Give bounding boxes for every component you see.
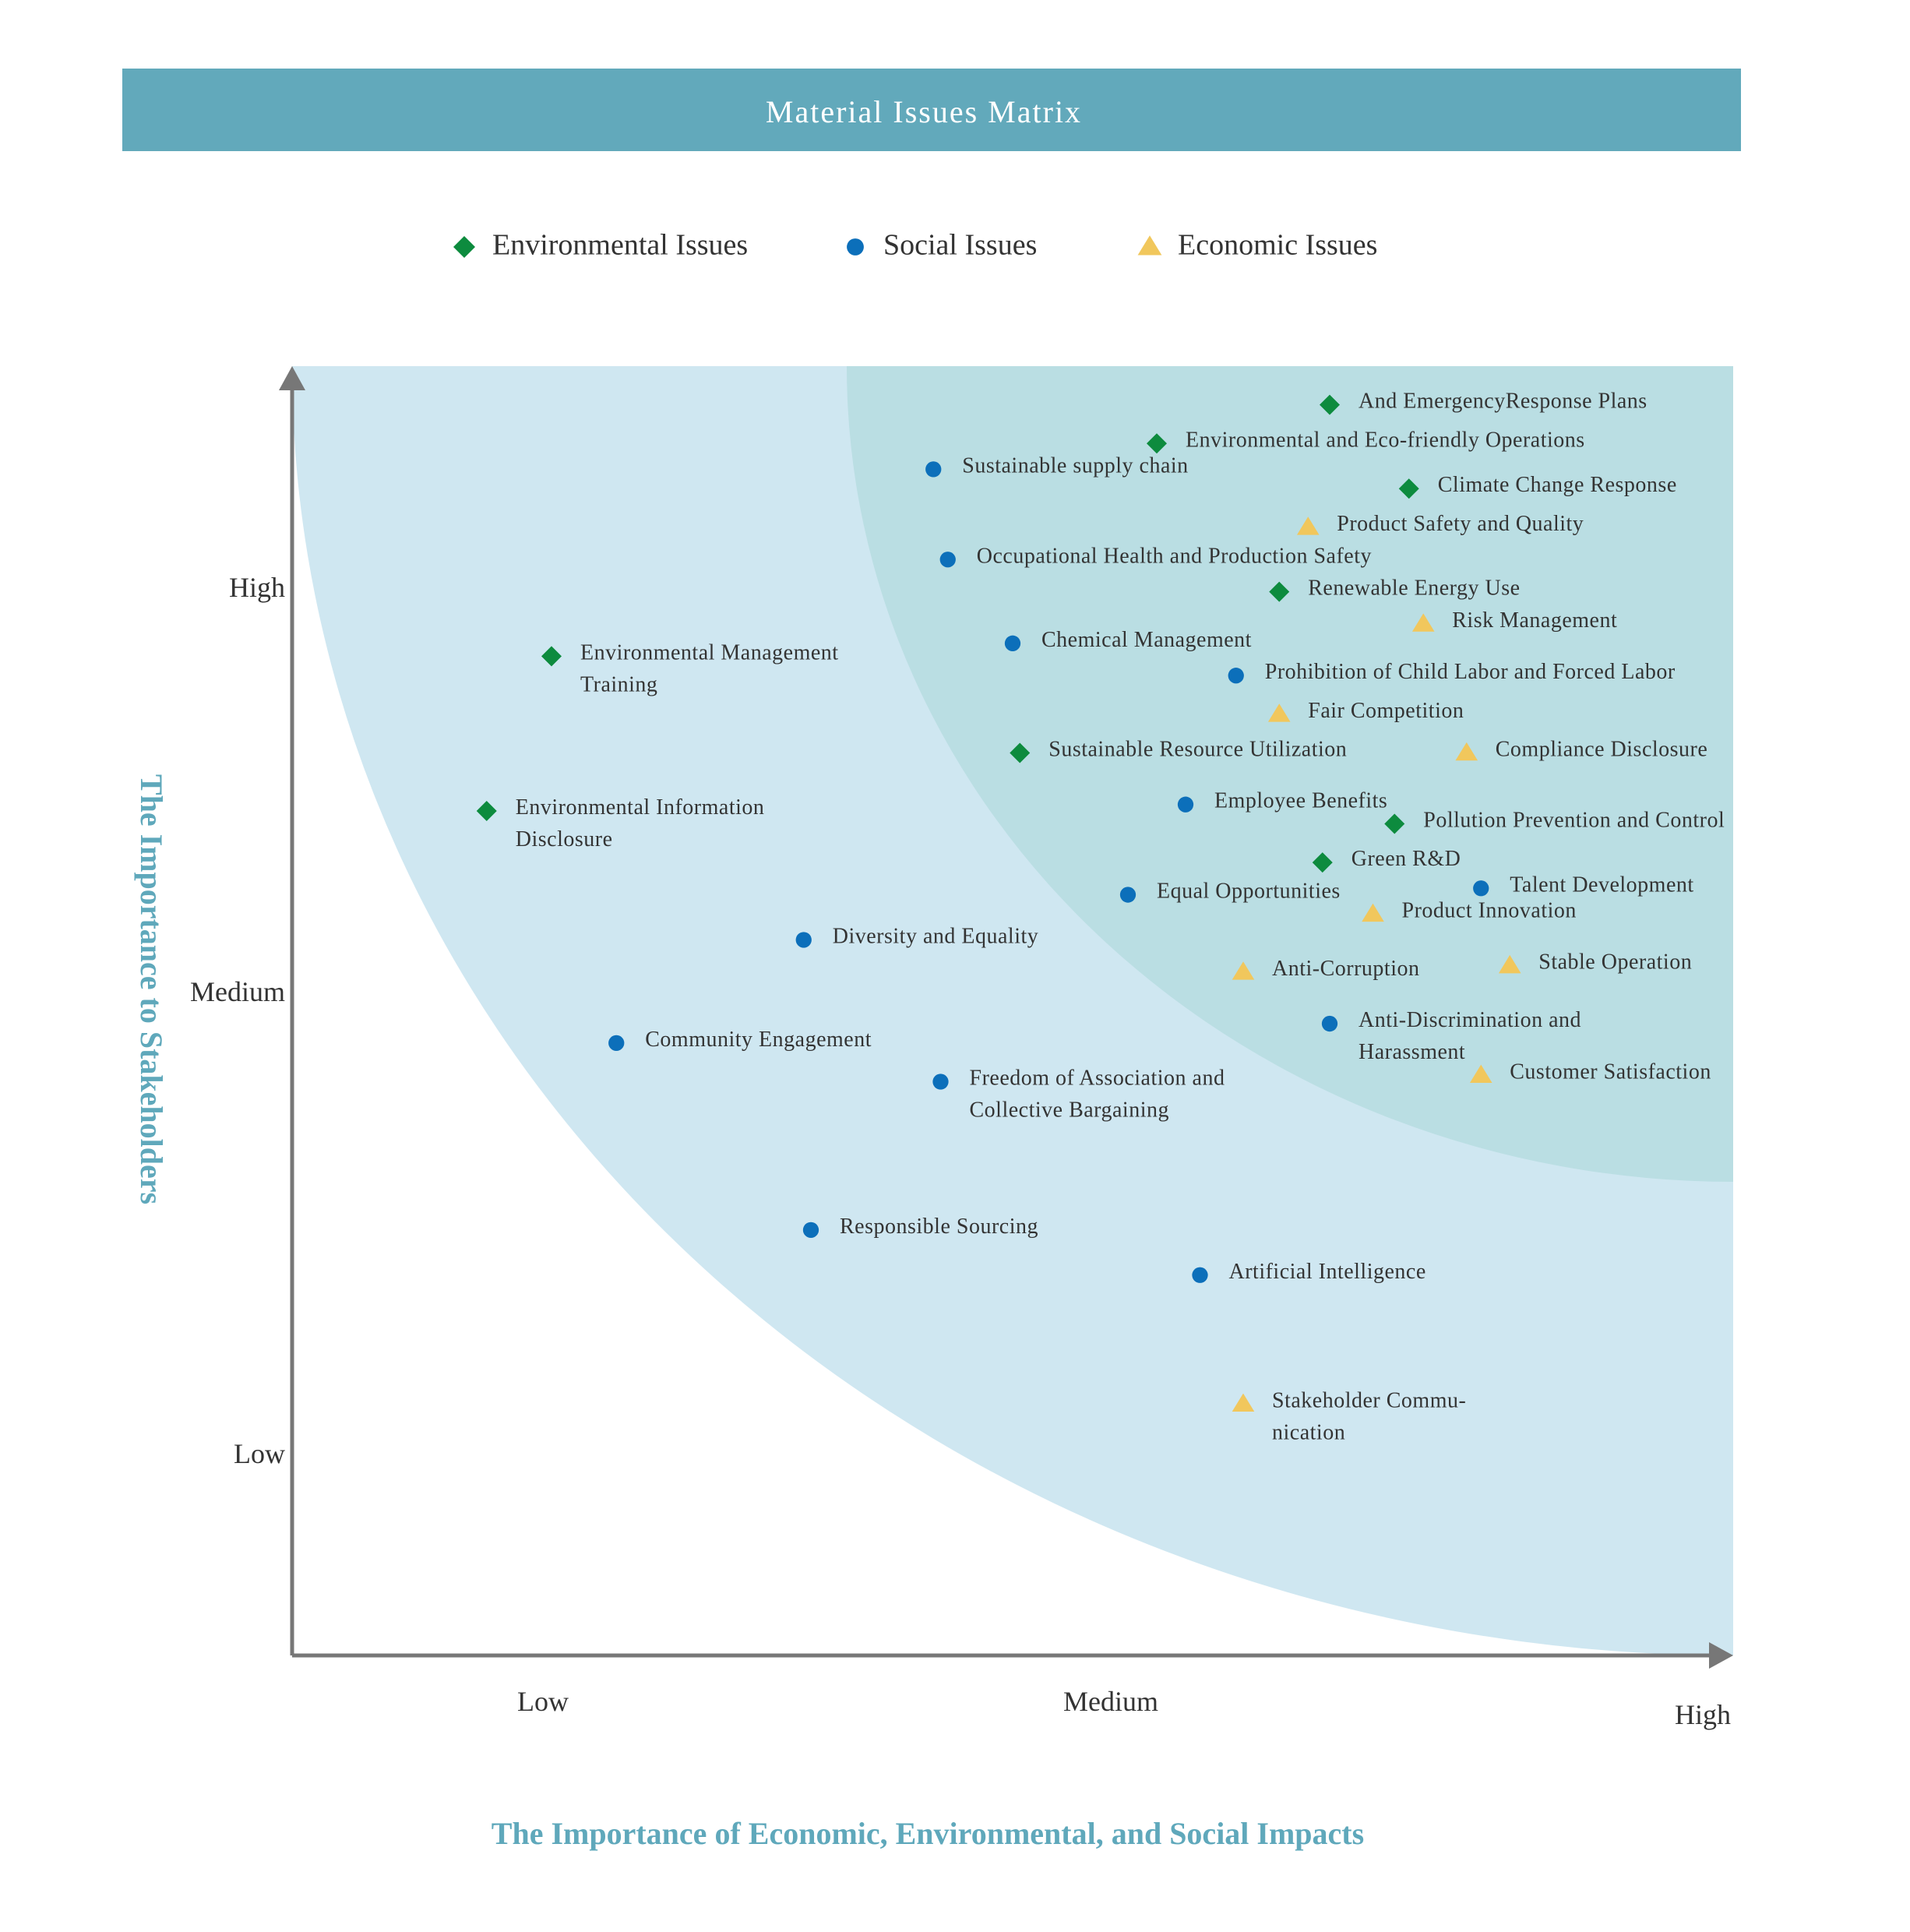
- point-label: Pollution Prevention and Control: [1423, 809, 1725, 833]
- data-point-circle: [802, 1222, 819, 1238]
- data-point-diamond: [1320, 394, 1340, 415]
- point-label: Prohibition of Child Labor and Forced La…: [1265, 660, 1676, 684]
- point-label: Equal Opportunities: [1157, 880, 1341, 904]
- point-label: Sustainable supply chain: [962, 453, 1188, 478]
- point-label: Product Innovation: [1402, 898, 1577, 922]
- data-point-circle: [1192, 1267, 1208, 1283]
- legend-marker-diamond: [453, 236, 475, 258]
- point-label: Renewable Energy Use: [1308, 576, 1520, 601]
- y-axis-title: The Importance to Stakeholders: [134, 774, 169, 1204]
- data-point-triangle: [1232, 961, 1255, 980]
- data-point-diamond: [1398, 478, 1419, 499]
- point-label: Talent Development: [1510, 873, 1693, 897]
- legend-label: Social Issues: [883, 229, 1037, 262]
- data-point-triangle: [1455, 742, 1478, 761]
- data-point-circle: [1321, 1015, 1338, 1032]
- data-point-triangle: [1296, 516, 1320, 535]
- point-label: Environmental Information Disclosure: [516, 795, 765, 851]
- data-point-diamond: [1010, 742, 1031, 763]
- point-label: Green R&D: [1351, 847, 1461, 871]
- y-axis-arrow: [279, 366, 305, 390]
- data-point-triangle: [1498, 954, 1521, 974]
- data-point-circle: [1228, 668, 1244, 684]
- data-point-diamond: [1312, 852, 1333, 873]
- title-bar: [122, 69, 1741, 151]
- point-label: Chemical Management: [1041, 628, 1252, 652]
- point-label: Stakeholder Commu-nication: [1272, 1388, 1466, 1444]
- data-point-circle: [925, 461, 942, 478]
- point-label: Compliance Disclosure: [1496, 738, 1708, 762]
- point-label: Employee Benefits: [1214, 789, 1387, 813]
- point-label: Environmental and Eco-friendly Operation…: [1186, 428, 1585, 452]
- data-point-triangle: [1232, 1393, 1255, 1412]
- data-point-circle: [608, 1035, 625, 1052]
- point-label: Occupational Health and Production Safet…: [977, 544, 1372, 568]
- inner-zone: [847, 366, 1733, 1182]
- x-tick-label: Low: [517, 1686, 569, 1717]
- point-label: Climate Change Response: [1438, 473, 1677, 497]
- point-label: And EmergencyResponse Plans: [1358, 390, 1647, 414]
- point-label: Anti-Discrimination and Harassment: [1358, 1008, 1581, 1064]
- point-label: Community Engagement: [645, 1028, 872, 1052]
- y-tick-label: Low: [234, 1438, 285, 1469]
- x-axis-title: The Importance of Economic, Environmenta…: [492, 1816, 1364, 1851]
- point-label: Risk Management: [1452, 608, 1617, 633]
- data-point-circle: [939, 552, 956, 568]
- x-axis-arrow: [1709, 1642, 1733, 1669]
- data-point-triangle: [1411, 613, 1435, 632]
- data-point-triangle: [1267, 703, 1291, 722]
- legend-label: Environmental Issues: [492, 229, 748, 262]
- data-point-triangle: [1362, 903, 1384, 922]
- data-point-circle: [1004, 635, 1021, 651]
- point-label: Stable Operation: [1538, 950, 1692, 975]
- chart-title: Material Issues Matrix: [766, 94, 1082, 129]
- y-tick-label: High: [229, 572, 285, 603]
- legend-marker-circle: [847, 238, 864, 256]
- point-label: Customer Satisfaction: [1510, 1059, 1711, 1084]
- point-label: Fair Competition: [1308, 699, 1464, 723]
- data-point-diamond: [541, 646, 562, 667]
- data-point-diamond: [1147, 433, 1167, 454]
- x-tick-label: High: [1675, 1699, 1731, 1730]
- x-tick-label: Medium: [1063, 1686, 1158, 1717]
- data-point-circle: [795, 932, 812, 948]
- data-point-diamond: [1384, 813, 1405, 834]
- data-point-circle: [932, 1074, 949, 1090]
- data-point-circle: [1119, 887, 1136, 903]
- data-point-circle: [1473, 880, 1489, 897]
- legend-marker-triangle: [1137, 235, 1162, 256]
- point-label: Anti-Corruption: [1272, 957, 1420, 981]
- point-label: Environmental Management Training: [580, 640, 839, 696]
- legend-label: Economic Issues: [1178, 229, 1377, 262]
- point-label: Freedom of Association and Collective Bar…: [970, 1066, 1225, 1123]
- data-point-diamond: [1269, 581, 1290, 602]
- data-point-triangle: [1469, 1064, 1492, 1083]
- point-label: Responsible Sourcing: [840, 1215, 1038, 1239]
- point-label: Sustainable Resource Utilization: [1048, 738, 1347, 762]
- data-point-diamond: [476, 800, 497, 821]
- point-label: Diversity and Equality: [833, 924, 1039, 948]
- point-label: Product Safety and Quality: [1337, 512, 1584, 536]
- point-label: Artificial Intelligence: [1229, 1260, 1426, 1284]
- data-point-circle: [1177, 796, 1194, 813]
- y-tick-label: Medium: [190, 976, 285, 1007]
